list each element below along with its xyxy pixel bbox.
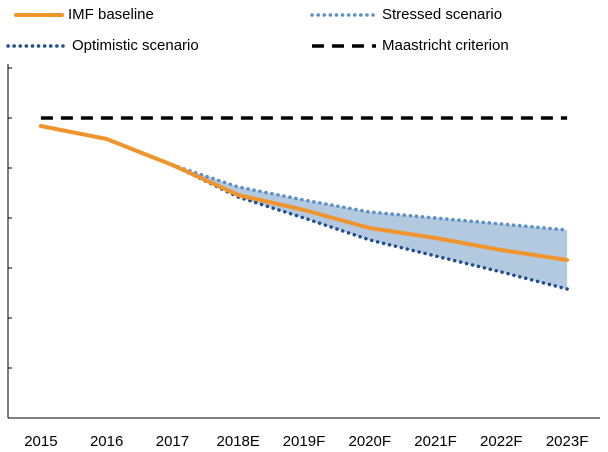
x-tick-label: 2020F: [349, 433, 392, 450]
x-tick-label: 2017: [156, 433, 189, 450]
x-tick-label: 2023F: [546, 433, 589, 450]
x-tick-label: 2022F: [480, 433, 523, 450]
x-tick-label: 2016: [90, 433, 123, 450]
legend-label: Maastricht criterion: [382, 37, 509, 54]
x-tick-label: 2019F: [283, 433, 326, 450]
series-line: [170, 163, 569, 232]
legend-label: Optimistic scenario: [72, 37, 199, 54]
x-tick-label: 2021F: [414, 433, 457, 450]
x-tick-label: 2018E: [217, 433, 260, 450]
legend-label: Stressed scenario: [382, 6, 502, 23]
legend-label: IMF baseline: [68, 6, 154, 23]
x-tick-label: 2015: [24, 433, 57, 450]
series-line: [38, 124, 570, 262]
